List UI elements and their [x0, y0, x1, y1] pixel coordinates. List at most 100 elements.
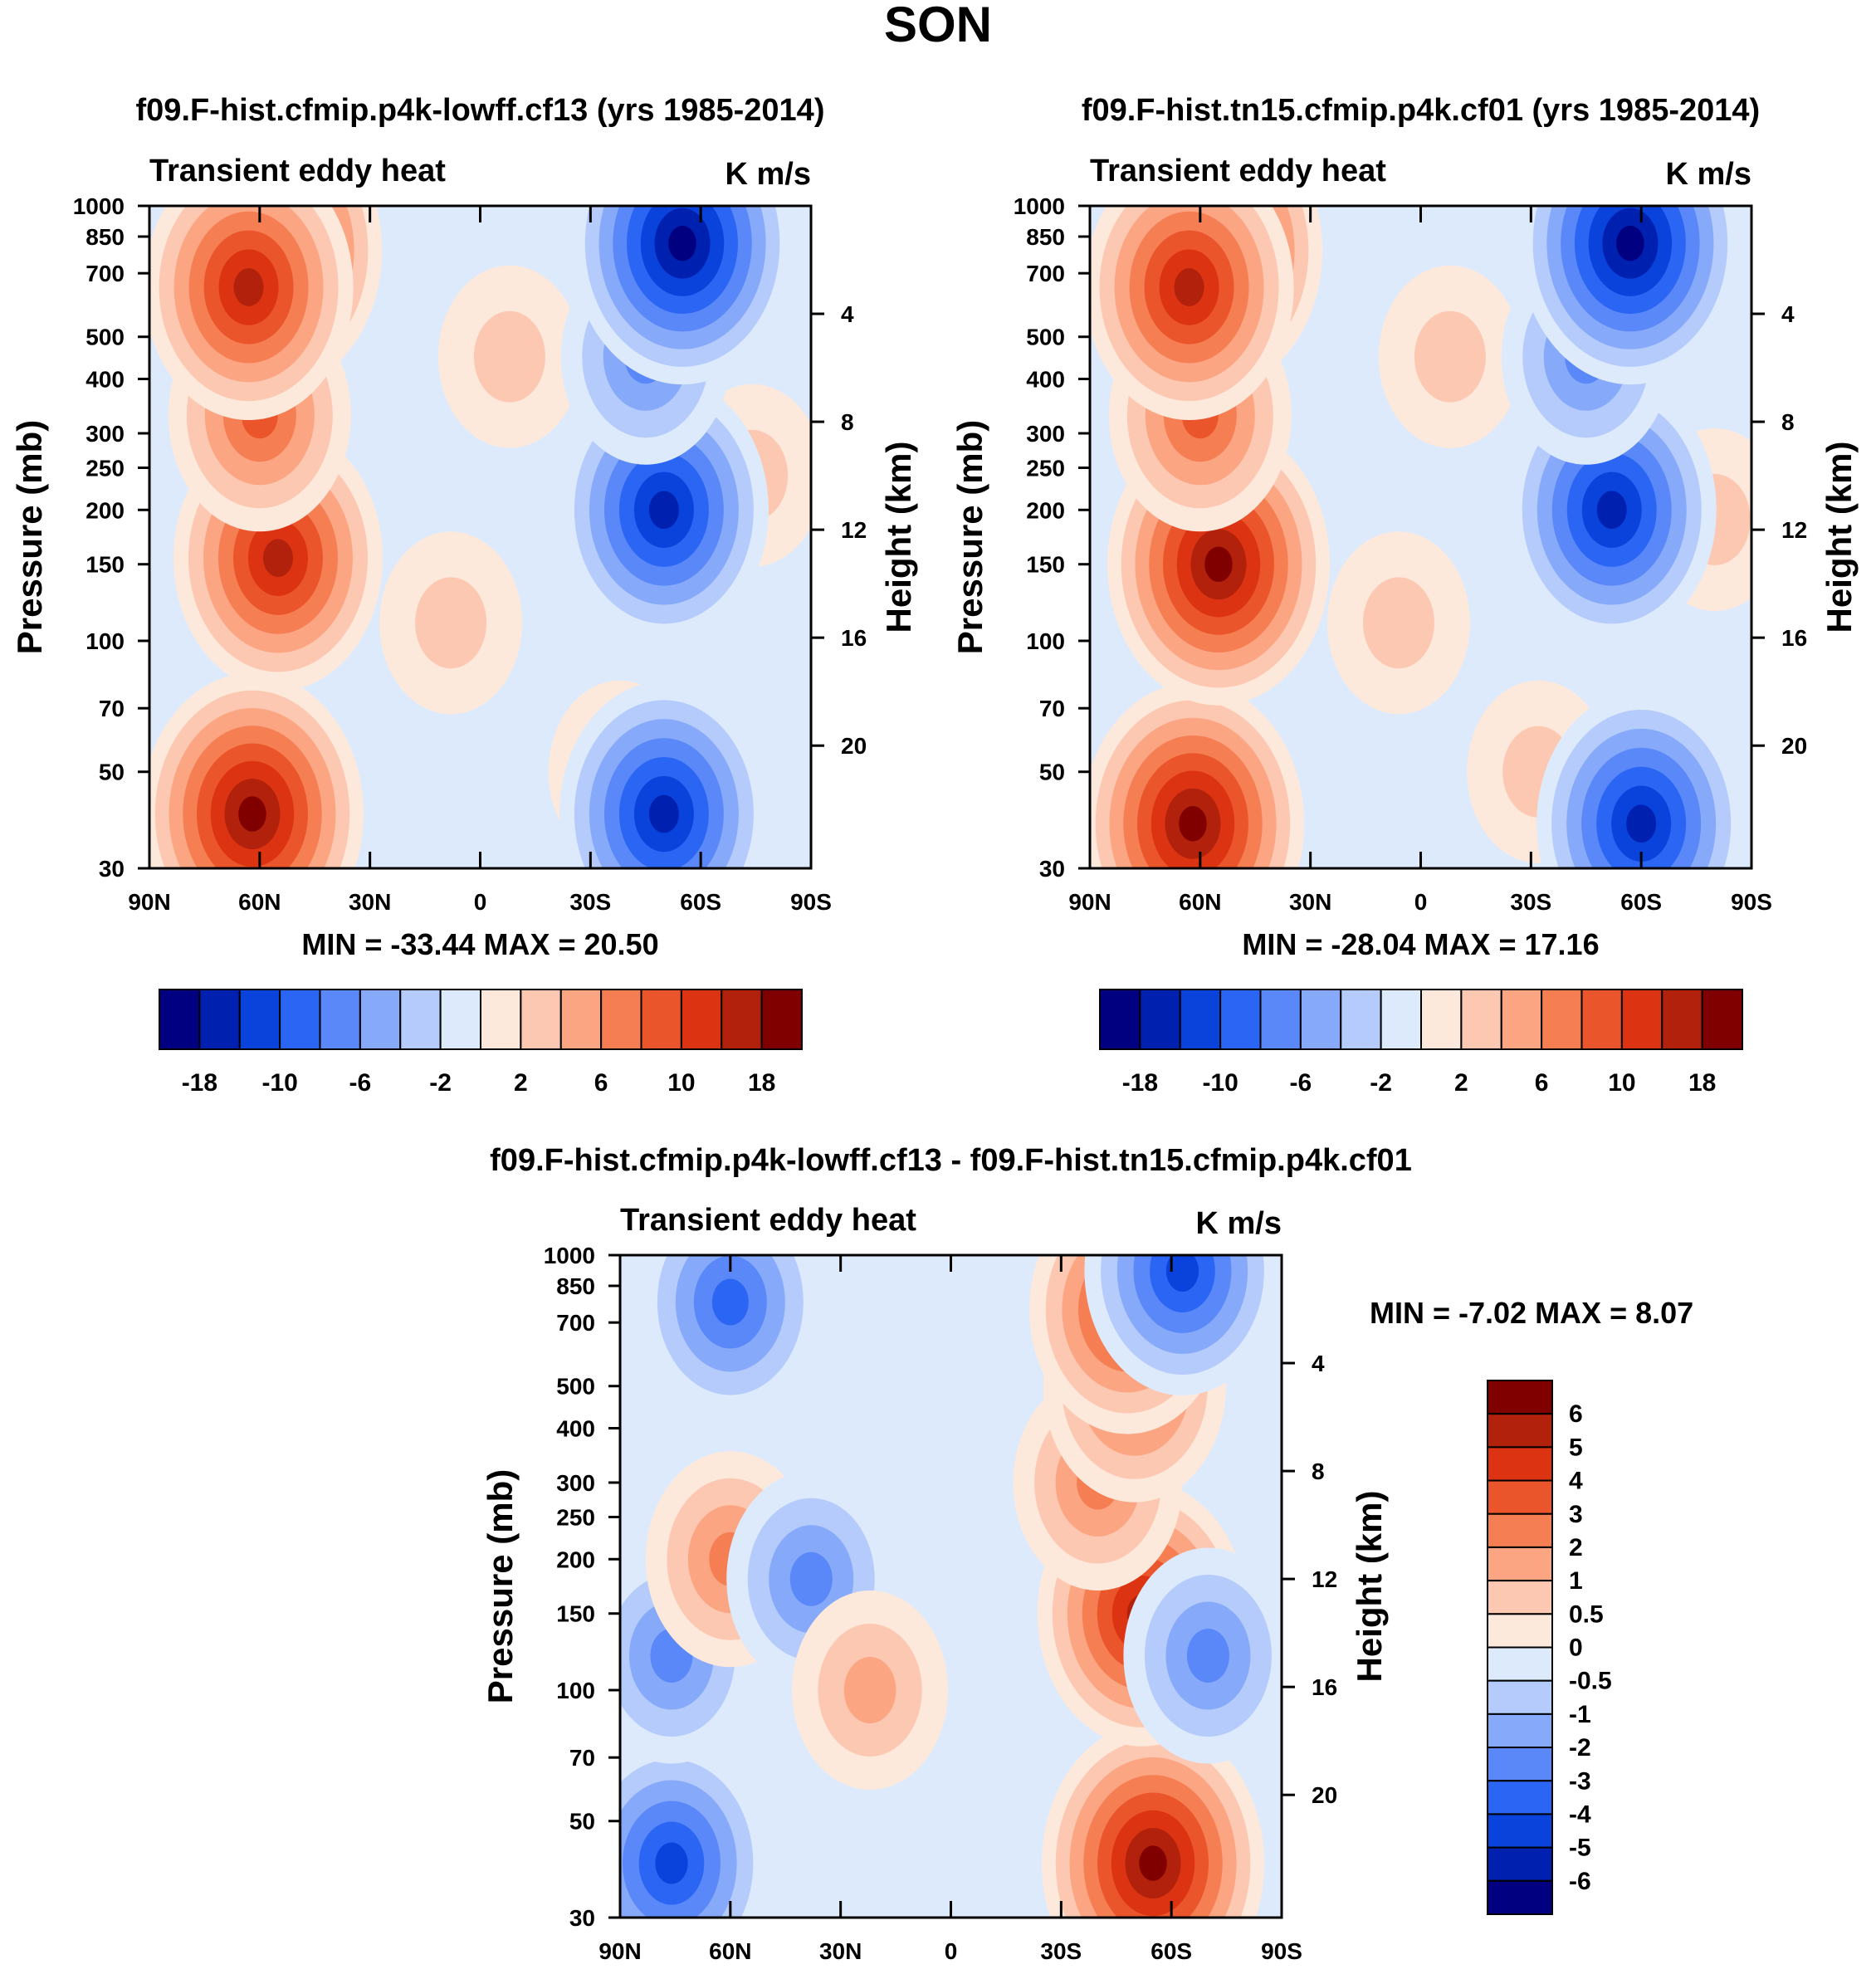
y-tick-label: 1000	[1014, 193, 1065, 219]
y-tick-label: 850	[556, 1273, 595, 1299]
colorbar-swatch	[1219, 989, 1262, 1050]
contour-field	[1090, 206, 1751, 868]
field-feature-12	[1616, 225, 1644, 261]
y2-tick-label: 16	[841, 625, 867, 651]
x-tick-label: 60N	[1179, 889, 1221, 915]
min-max-label: MIN = -33.44 MAX = 20.50	[301, 927, 658, 961]
x-tick-label: 30N	[349, 889, 391, 915]
figure-title: SON	[884, 0, 992, 52]
x-tick-label: 30S	[1040, 1938, 1082, 1964]
colorbar: -18 -10 -6 -2 2 6 10 18	[159, 989, 803, 1097]
y2-tick-label: 12	[841, 517, 867, 543]
y-tick-label: 150	[85, 552, 125, 578]
colorbar: -18 -10 -6 -2 2 6 10 18	[1099, 989, 1743, 1097]
x-tick-label: 90S	[1731, 889, 1772, 915]
y-tick-label: 400	[85, 367, 125, 393]
y2-tick-label: 4	[1781, 301, 1795, 327]
units-label: K m/s	[1666, 157, 1751, 192]
colorbar-label: -2	[1370, 1069, 1392, 1097]
colorbar-swatch	[721, 989, 763, 1050]
field-feature-0	[1179, 805, 1207, 842]
y-tick-label: 250	[85, 455, 125, 481]
colorbar-label: -6	[1290, 1069, 1312, 1097]
colorbar-swatch	[1487, 1580, 1553, 1615]
y-tick-label: 50	[1039, 760, 1065, 785]
y-tick-label: 70	[99, 696, 125, 721]
colorbar-label: 6	[1535, 1069, 1549, 1097]
field-feature-0	[655, 1842, 688, 1884]
field-feature-12	[1165, 1255, 1199, 1292]
y2-tick-label: 16	[1781, 625, 1807, 651]
colorbar-swatch	[1541, 989, 1583, 1050]
colorbar-label: -5	[1569, 1835, 1591, 1862]
colorbar-label: 0	[1569, 1635, 1583, 1662]
y2-tick-label: 4	[1312, 1351, 1325, 1376]
colorbar-label: -2	[429, 1069, 452, 1097]
y-tick-label: 70	[1039, 696, 1065, 721]
colorbar-swatch	[1487, 1879, 1553, 1915]
y-tick-label: 300	[556, 1470, 595, 1496]
min-max-label: MIN = -7.02 MAX = 8.07	[1370, 1296, 1693, 1330]
y2-tick-label: 12	[1781, 517, 1807, 543]
colorbar-swatch	[1487, 1780, 1553, 1815]
colorbar-swatch	[1701, 989, 1743, 1050]
colorbar-label: 2	[1454, 1069, 1468, 1097]
colorbar-swatch	[359, 989, 402, 1050]
contour-field	[620, 1255, 1282, 1918]
colorbar-label: -6	[1569, 1868, 1591, 1895]
x-tick-label: 90N	[598, 1938, 641, 1964]
x-tick-label: 60N	[238, 889, 281, 915]
x-tick-label: 0	[1414, 889, 1428, 915]
field-feature-4	[233, 268, 264, 306]
colorbar-swatch	[1487, 1546, 1553, 1582]
units-label: K m/s	[1196, 1206, 1282, 1241]
y-tick-label: 400	[556, 1416, 595, 1442]
field-feature-9	[648, 794, 679, 833]
colorbar-label: -1	[1569, 1701, 1591, 1728]
colorbar-swatch	[198, 989, 241, 1050]
colorbar-swatch	[159, 989, 201, 1050]
y2-tick-label: 16	[1312, 1674, 1337, 1700]
field-feature-12	[668, 225, 696, 261]
y-axis-label: Pressure (mb)	[10, 420, 49, 654]
colorbar-swatch	[399, 989, 442, 1050]
chart-panel-2: f09.F-hist.tn15.cfmip.p4k.cf01 (yrs 1985…	[950, 93, 1859, 1097]
y-tick-label: 200	[1026, 497, 1065, 523]
left-string: Transient eddy heat	[149, 154, 446, 188]
min-max-label: MIN = -28.04 MAX = 17.16	[1242, 927, 1599, 961]
colorbar-label: 18	[1688, 1069, 1716, 1097]
colorbar-swatch	[1661, 989, 1703, 1050]
x-tick-label: 0	[474, 889, 487, 915]
colorbar-label: -3	[1569, 1767, 1591, 1795]
y-tick-label: 1000	[544, 1243, 595, 1268]
colorbar-swatch	[1487, 1446, 1553, 1482]
colorbar-label: -18	[1122, 1069, 1158, 1097]
y-tick-label: 1000	[73, 193, 125, 219]
colorbar-label: 0.5	[1569, 1600, 1604, 1628]
field-feature-6	[1414, 310, 1486, 403]
panels: f09.F-hist.cfmip.p4k-lowff.cf13 (yrs 198…	[10, 93, 1859, 1964]
colorbar-label: 6	[1569, 1400, 1583, 1428]
colorbar-label: -6	[349, 1069, 372, 1097]
y-tick-label: 250	[556, 1504, 595, 1530]
y-tick-label: 100	[556, 1678, 595, 1703]
y2-tick-label: 4	[841, 301, 854, 327]
colorbar-label: 2	[514, 1069, 528, 1097]
contour-field	[149, 206, 811, 868]
colorbar-swatch	[1487, 1679, 1553, 1715]
colorbar-swatch	[559, 989, 603, 1050]
colorbar-label: -2	[1569, 1734, 1591, 1762]
x-tick-label: 60S	[1620, 889, 1662, 915]
x-tick-label: 90S	[1261, 1938, 1302, 1964]
colorbar-swatch	[1500, 989, 1543, 1050]
x-tick-label: 30N	[819, 1938, 862, 1964]
chart-panel-1: f09.F-hist.cfmip.p4k-lowff.cf13 (yrs 198…	[10, 93, 918, 1097]
left-string: Transient eddy heat	[1090, 154, 1386, 188]
y2-tick-label: 8	[1781, 409, 1795, 435]
y-tick-label: 700	[556, 1310, 595, 1336]
field-feature-10	[648, 491, 679, 530]
colorbar-label: -4	[1569, 1801, 1591, 1828]
field-feature-4	[711, 1278, 749, 1326]
colorbar-label: 3	[1569, 1501, 1583, 1528]
y-tick-label: 30	[1039, 856, 1065, 882]
